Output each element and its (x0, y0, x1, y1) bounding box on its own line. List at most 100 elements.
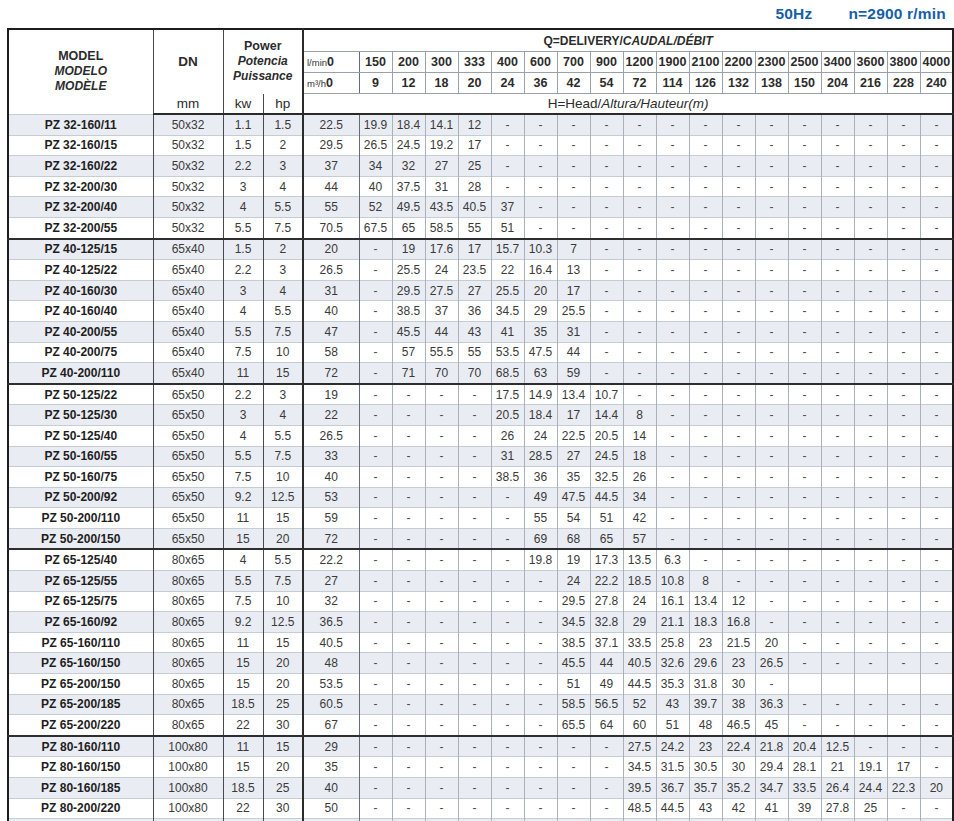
model-cell: PZ 40-125/22 (8, 260, 153, 281)
hp-cell: 20 (263, 653, 303, 674)
head-value-cell: - (821, 591, 854, 612)
head-value-cell: - (392, 508, 425, 529)
flow-m3h-value: 9 (359, 73, 392, 94)
head-value-cell: - (392, 757, 425, 778)
flow-lmin-value: 700 (557, 52, 590, 73)
head-value-cell: - (920, 217, 953, 238)
head-value-cell: - (458, 405, 491, 426)
head-value-cell: 63 (524, 363, 557, 384)
head-value-cell: 21.8 (755, 736, 788, 757)
head-value-cell: 26.5 (755, 653, 788, 674)
head-value-cell: - (359, 280, 392, 301)
head-value-cell: 10.3 (524, 239, 557, 260)
head-value-cell: - (788, 694, 821, 715)
head-value-cell: 19 (303, 384, 359, 405)
head-value-cell: - (920, 694, 953, 715)
head-value-cell: - (656, 280, 689, 301)
head-value-cell: 65 (392, 217, 425, 238)
head-value-cell: 49 (524, 487, 557, 508)
head-value-cell: - (887, 425, 920, 446)
head-value-cell: - (359, 425, 392, 446)
table-row: PZ 65-125/4080x6545.522.2-----19.81917.3… (8, 549, 953, 570)
head-value-cell: - (821, 342, 854, 363)
head-value-cell: - (392, 632, 425, 653)
model-cell: PZ 65-200/185 (8, 694, 153, 715)
head-header-normal: H=Head/ (548, 96, 602, 111)
head-value-cell: - (887, 694, 920, 715)
flow-lmin-value: 400 (491, 52, 524, 73)
head-value-cell: - (854, 156, 887, 177)
head-value-cell: 69 (524, 528, 557, 549)
head-value-cell: 38.5 (557, 632, 590, 653)
head-value-cell: 45.5 (392, 321, 425, 342)
head-value-cell: - (392, 798, 425, 819)
head-value-cell: 34 (359, 156, 392, 177)
flow-m3h-value: 42 (557, 73, 590, 94)
kw-cell: 2.2 (223, 156, 263, 177)
table-row: PZ 50-200/11065x50111559-----55545142---… (8, 508, 953, 529)
head-value-cell: 57 (623, 528, 656, 549)
head-value-cell: 25.5 (491, 280, 524, 301)
head-value-cell: 8 (689, 571, 722, 592)
head-value-cell: 6.3 (656, 549, 689, 570)
flow-m3h-first-cell: m³/h0 (303, 73, 359, 94)
head-value-cell: 16.1 (656, 591, 689, 612)
flow-lmin-value: 2500 (788, 52, 821, 73)
head-value-cell: - (590, 135, 623, 156)
table-row: PZ 65-160/9280x659.212.536.5------34.532… (8, 612, 953, 633)
hp-cell: 4 (263, 405, 303, 426)
head-value-cell: 19.9 (359, 114, 392, 135)
head-value-cell: - (920, 239, 953, 260)
head-value-cell: - (656, 135, 689, 156)
kw-unit: kw (223, 94, 263, 115)
head-value-cell: 31.8 (689, 674, 722, 695)
head-value-cell: - (887, 487, 920, 508)
frequency-label: 50Hz (775, 5, 812, 23)
kw-cell: 3 (223, 405, 263, 426)
dn-cell: 50x32 (153, 217, 223, 238)
head-value-cell: 27 (303, 571, 359, 592)
head-value-cell: - (524, 217, 557, 238)
head-value-cell: - (920, 508, 953, 529)
flow-lmin-value: 3600 (854, 52, 887, 73)
head-value-cell: - (359, 757, 392, 778)
kw-cell: 5.5 (223, 446, 263, 467)
table-row: PZ 32-200/3050x3234444037.53128---------… (8, 176, 953, 197)
head-value-cell: - (458, 384, 491, 405)
head-value-cell: 17 (458, 135, 491, 156)
table-row: PZ 40-200/7565x407.51058-5755.55553.547.… (8, 342, 953, 363)
head-value-cell: - (491, 176, 524, 197)
model-cell: PZ 50-160/55 (8, 446, 153, 467)
head-value-cell: 43 (689, 798, 722, 819)
head-value-cell: 21 (821, 757, 854, 778)
head-value-cell: - (623, 135, 656, 156)
head-value-cell: 8 (623, 405, 656, 426)
head-value-cell: 12 (722, 591, 755, 612)
head-value-cell: - (359, 798, 392, 819)
head-value-cell: 25.5 (392, 260, 425, 281)
head-value-cell: - (854, 549, 887, 570)
head-value-cell: - (920, 342, 953, 363)
head-value-cell: 32.6 (656, 653, 689, 674)
head-value-cell: - (689, 446, 722, 467)
head-value-cell: 45.5 (557, 653, 590, 674)
head-value-cell: - (557, 156, 590, 177)
head-value-cell: - (788, 197, 821, 218)
head-value-cell: - (689, 342, 722, 363)
head-value-cell: - (458, 467, 491, 488)
head-value-cell: 38.5 (491, 467, 524, 488)
header-row-delivery: MODEL MODELO MODÈLE DN Power Potencia Pu… (8, 29, 953, 52)
head-value-cell: - (689, 301, 722, 322)
model-cell: PZ 80-160/110 (8, 736, 153, 757)
head-value-cell: - (887, 612, 920, 633)
table-row: PZ 50-200/15065x50152072-----69686557---… (8, 528, 953, 549)
table-row: PZ 50-125/4065x5045.526.5----262422.520.… (8, 425, 953, 446)
table-row: PZ 80-160/150100x80152035--------34.531.… (8, 757, 953, 778)
head-value-cell: 10.7 (590, 384, 623, 405)
head-value-cell: 29.5 (303, 135, 359, 156)
head-value-cell: 20.4 (788, 736, 821, 757)
head-value-cell: - (590, 363, 623, 384)
head-value-cell: 36 (458, 301, 491, 322)
head-value-cell: 36.3 (755, 694, 788, 715)
hp-cell: 10 (263, 591, 303, 612)
